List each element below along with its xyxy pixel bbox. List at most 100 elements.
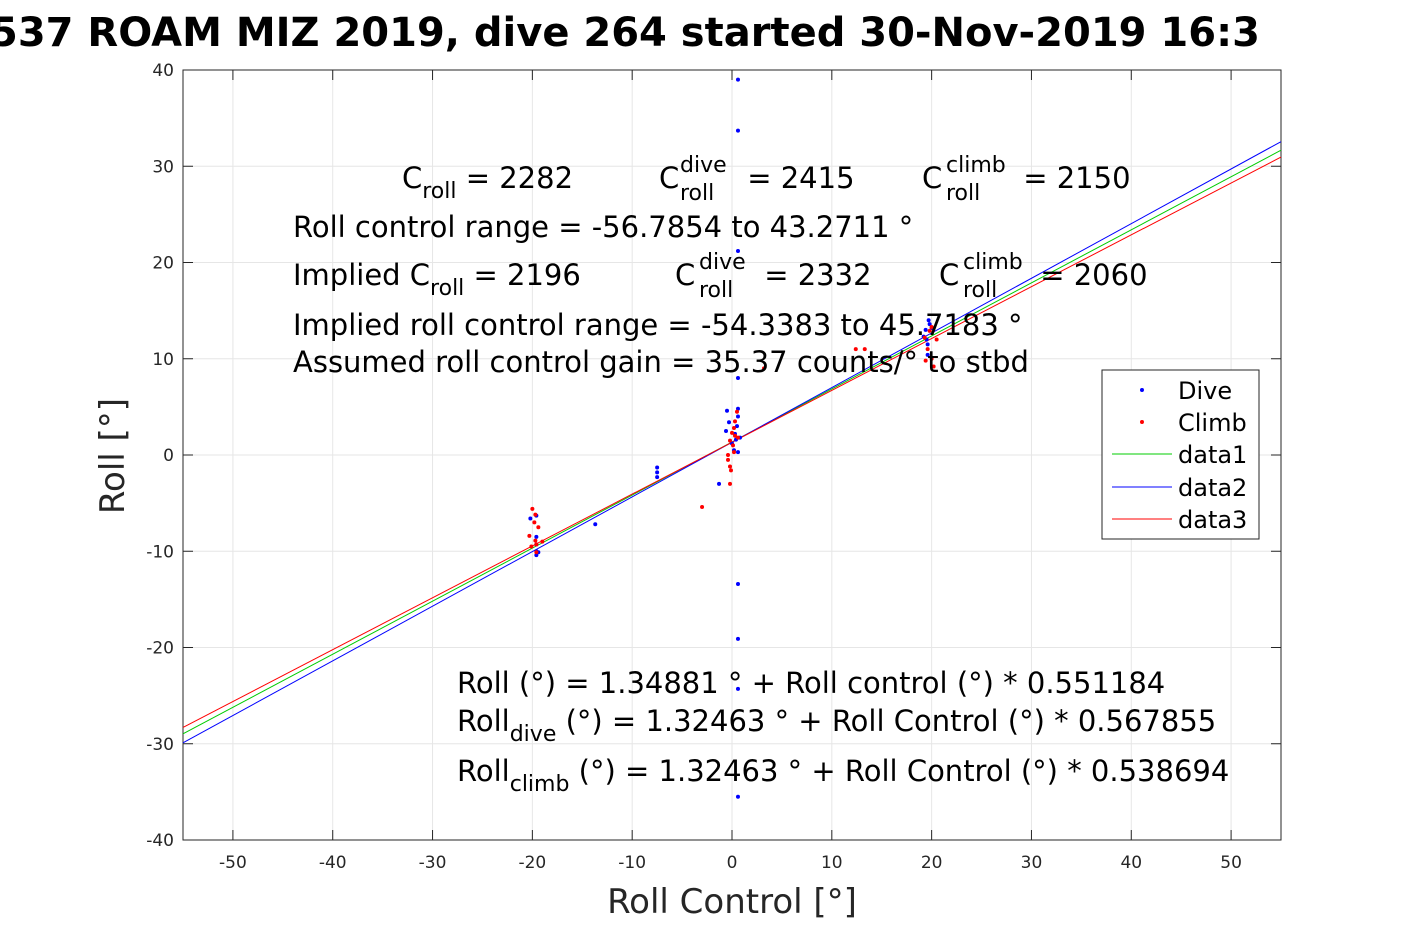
climb-point	[732, 433, 737, 438]
x-tick-label: 50	[1220, 853, 1242, 873]
climb-point	[925, 347, 930, 352]
dive-point	[927, 322, 932, 327]
dive-point	[727, 420, 732, 425]
y-tick-label: -10	[146, 542, 174, 562]
climb-point	[923, 358, 928, 363]
dive-point	[735, 414, 740, 419]
climb-point	[728, 438, 733, 443]
x-axis-label: Roll Control [°]	[607, 882, 857, 922]
roll-control-range-text: Roll control range = -56.7854 to 43.2711…	[293, 210, 913, 244]
climb-point	[534, 550, 539, 555]
dive-point	[735, 450, 740, 455]
climb-point	[529, 544, 534, 549]
dive-point	[735, 376, 740, 380]
y-tick-label: -40	[146, 831, 174, 851]
x-tick-label: -40	[319, 853, 347, 873]
dive-point	[925, 342, 930, 347]
x-tick-label: -20	[518, 853, 546, 873]
climb-point	[862, 347, 867, 352]
dive-point	[735, 636, 740, 641]
scatter-points	[527, 77, 939, 799]
fit-all-text: Roll (°) = 1.34881 ° + Roll control (°) …	[457, 666, 1165, 700]
climb-point	[536, 525, 541, 530]
dive-point	[735, 77, 740, 82]
legend-data2-label: data2	[1178, 474, 1247, 502]
dive-point	[735, 794, 740, 799]
climb-point	[929, 324, 934, 329]
x-tick-label: 20	[921, 853, 943, 873]
dive-point	[593, 522, 598, 527]
climb-point	[700, 504, 705, 509]
climb-point	[735, 435, 740, 440]
dive-point	[735, 581, 740, 586]
y-tick-label: -20	[146, 639, 174, 659]
climb-point	[527, 533, 532, 538]
climb-point	[931, 364, 936, 369]
climb-point	[734, 409, 739, 414]
dive-point	[735, 248, 740, 253]
legend-climb-marker	[1140, 420, 1144, 424]
climb-point	[728, 464, 733, 469]
climb-point	[730, 430, 734, 435]
y-axis-ticks: -40 -30 -20 -10 0 10 20 30 40	[146, 61, 1281, 851]
assumed-gain-text: Assumed roll control gain = 35.37 counts…	[293, 345, 1029, 379]
x-tick-label: 10	[821, 853, 843, 873]
y-tick-label: -30	[146, 735, 174, 755]
x-tick-label: 40	[1120, 853, 1142, 873]
chart-title: 537 ROAM MIZ 2019, dive 264 started 30-N…	[0, 10, 1260, 56]
x-axis-ticks: -50 -40 -30 -20 -10 0 10 20 30 40 50	[219, 70, 1242, 873]
y-tick-label: 40	[152, 61, 174, 81]
climb-point	[534, 542, 539, 547]
c-roll-dive-text: Cdive roll = 2415	[659, 153, 855, 206]
x-tick-label: -10	[618, 853, 646, 873]
dive-point	[724, 428, 729, 433]
climb-point	[729, 468, 734, 473]
dive-point	[655, 475, 660, 480]
climb-point	[929, 356, 934, 361]
climb-point	[922, 335, 927, 340]
dive-point	[735, 686, 740, 691]
climb-point	[530, 506, 535, 511]
fit-dive-text: Rolldive (°) = 1.32463 ° + Roll Control …	[457, 704, 1216, 747]
legend-data1-label: data1	[1178, 441, 1247, 469]
x-tick-label: -50	[219, 853, 247, 873]
y-tick-label: 20	[152, 254, 174, 274]
climb-point	[761, 366, 766, 371]
dive-point	[534, 553, 539, 558]
climb-point	[533, 512, 538, 517]
x-tick-label: 0	[727, 853, 738, 873]
climb-point	[730, 443, 735, 448]
dive-point	[725, 408, 730, 413]
climb-point	[726, 453, 731, 457]
y-tick-label: 30	[152, 157, 174, 177]
x-tick-label: -30	[419, 853, 447, 873]
dive-point	[923, 327, 928, 332]
dive-point	[655, 465, 660, 470]
legend-data3-label: data3	[1178, 506, 1247, 534]
climb-point	[726, 457, 731, 462]
climb-point	[732, 419, 737, 424]
dive-point	[734, 424, 739, 429]
dive-point	[735, 128, 740, 133]
climb-point	[853, 347, 858, 352]
dive-point	[925, 352, 930, 357]
implied-range-text: Implied roll control range = -54.3383 to…	[293, 308, 1023, 342]
climb-point	[532, 520, 537, 525]
climb-point	[934, 337, 939, 342]
climb-point	[927, 328, 932, 333]
climb-point	[731, 426, 736, 431]
legend-climb-label: Climb	[1178, 409, 1247, 437]
legend-dive-label: Dive	[1178, 377, 1232, 405]
y-tick-label: 0	[163, 446, 174, 466]
climb-point	[540, 539, 545, 544]
dive-point	[534, 534, 539, 539]
dive-point	[926, 318, 931, 323]
climb-point	[731, 450, 736, 455]
dive-point	[528, 516, 533, 521]
climb-point	[728, 481, 733, 486]
